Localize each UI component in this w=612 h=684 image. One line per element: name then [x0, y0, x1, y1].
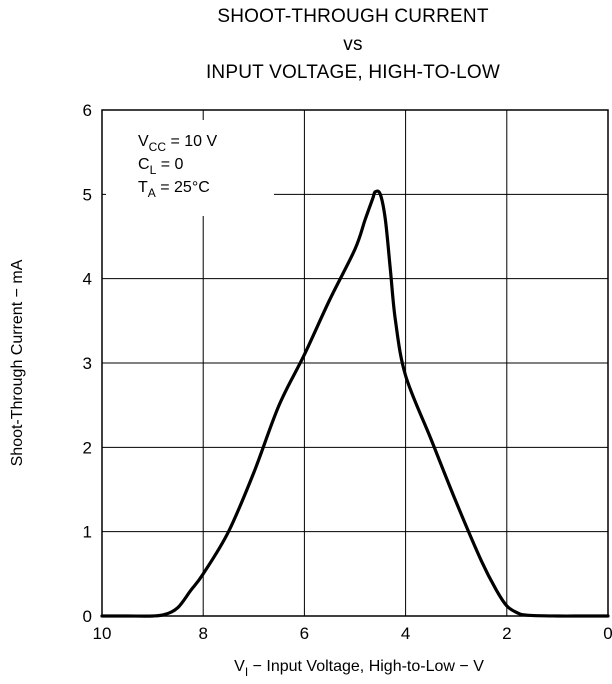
condition-symbol: T: [138, 179, 148, 196]
y-tick-label: 0: [83, 607, 92, 626]
x-tick-label: 0: [603, 624, 612, 643]
plot-frame: [101, 109, 609, 617]
y-tick-label: 5: [83, 185, 92, 204]
condition-symbol: V: [138, 133, 149, 150]
condition-value: = 25°C: [156, 179, 210, 196]
y-tick-label: 3: [83, 354, 92, 373]
tick-labels: 10 8 6 4 2 0 0 1 2 3 4 5 6: [83, 101, 612, 643]
x-tick-label: 10: [93, 624, 112, 643]
conditions-box: [106, 120, 274, 216]
condition-line: VCC = 10 V: [138, 133, 217, 154]
condition-symbol: C: [138, 156, 150, 173]
condition-value: = 0: [156, 156, 183, 173]
x-tick-label: 8: [198, 624, 207, 643]
condition-line: TA = 25°C: [138, 179, 210, 200]
condition-value: = 10 V: [166, 133, 217, 150]
x-label-subscript: I: [245, 665, 248, 679]
condition-line: CL = 0: [138, 156, 183, 177]
condition-subscript: A: [148, 186, 156, 200]
x-tick-label: 6: [300, 624, 309, 643]
chart-title-line-1: SHOOT-THROUGH CURRENT: [217, 6, 489, 27]
y-tick-label: 2: [83, 438, 92, 457]
x-tick-label: 4: [401, 624, 410, 643]
test-conditions: VCC = 10 VCL = 0TA = 25°C: [138, 133, 217, 200]
y-tick-label: 1: [83, 523, 92, 542]
x-tick-label: 2: [502, 624, 511, 643]
y-tick-label: 6: [83, 101, 92, 120]
y-axis-label: Shoot-Through Current − mA: [9, 259, 26, 466]
x-axis-label: VI − Input Voltage, High-to-Low − V: [234, 658, 484, 679]
x-label-text: − Input Voltage, High-to-Low − V: [248, 658, 484, 675]
chart-title-line-2: vs: [343, 34, 363, 55]
x-label-symbol: V: [234, 658, 245, 675]
condition-subscript: CC: [149, 140, 167, 154]
chart-title-line-3: INPUT VOLTAGE, HIGH-TO-LOW: [205, 62, 501, 83]
condition-subscript: L: [150, 163, 157, 177]
series-line: [100, 189, 610, 618]
y-tick-label: 4: [83, 270, 92, 289]
